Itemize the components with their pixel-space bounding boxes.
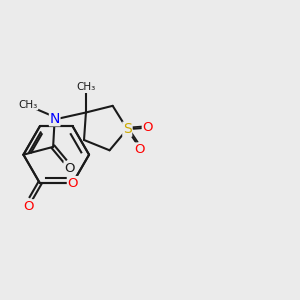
Text: O: O [64, 162, 75, 175]
Text: CH₃: CH₃ [76, 82, 96, 92]
Text: O: O [142, 121, 153, 134]
Text: O: O [24, 200, 34, 213]
Text: O: O [134, 143, 145, 156]
Text: N: N [50, 112, 60, 126]
Text: S: S [123, 122, 132, 136]
Text: O: O [68, 177, 78, 190]
Text: CH₃: CH₃ [19, 100, 38, 110]
